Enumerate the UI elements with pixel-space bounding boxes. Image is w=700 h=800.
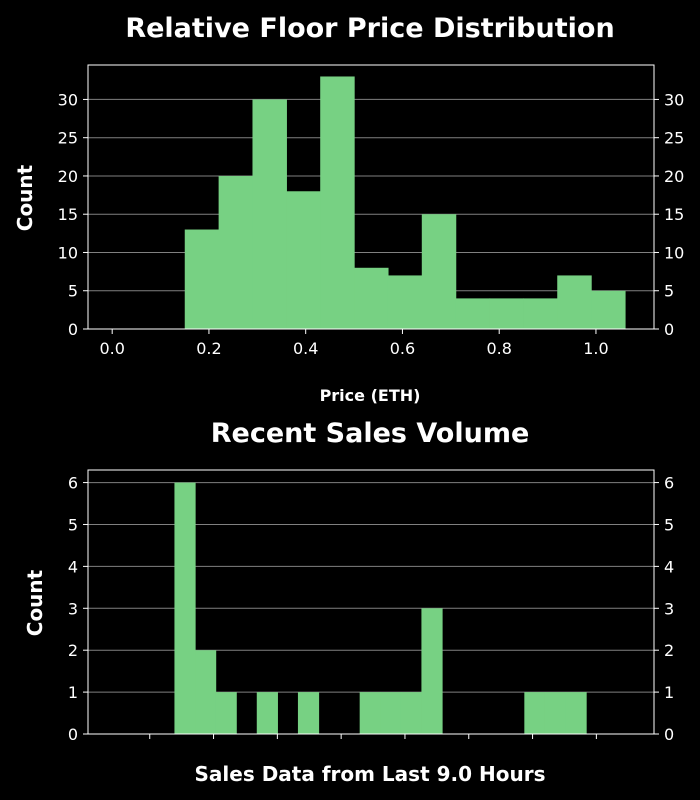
histogram-bar bbox=[286, 191, 321, 329]
plot-frame bbox=[87, 64, 655, 330]
y-tick-label-right: 5 bbox=[664, 515, 674, 534]
y-tick-label-left: 5 bbox=[68, 515, 78, 534]
histogram-bar bbox=[359, 692, 381, 734]
histogram-bar bbox=[557, 275, 592, 329]
x-axis-label: Price (ETH) bbox=[320, 386, 421, 405]
histogram-bar bbox=[252, 99, 287, 329]
histogram-bars bbox=[184, 76, 626, 329]
sales-volume-chart: Recent Sales Volume Sales Data from Last… bbox=[23, 418, 674, 786]
x-tick-label: 1.0 bbox=[583, 339, 608, 358]
y-tick-label-left: 4 bbox=[68, 557, 78, 576]
y-tick-label-left: 0 bbox=[68, 725, 78, 744]
y-tick-label-right: 5 bbox=[664, 282, 674, 301]
y-tick-label-right: 4 bbox=[664, 557, 674, 576]
y-tick-label-right: 3 bbox=[664, 599, 674, 618]
histogram-bar bbox=[400, 692, 423, 734]
histogram-bar bbox=[421, 608, 443, 734]
histogram-bar bbox=[489, 298, 524, 329]
x-tick-label: 0.6 bbox=[390, 339, 415, 358]
x-tick-label: 0.4 bbox=[293, 339, 318, 358]
histogram-bar bbox=[523, 298, 558, 329]
y-tick-label-left: 10 bbox=[58, 243, 78, 262]
y-tick-label-left: 5 bbox=[68, 282, 78, 301]
plot-frame bbox=[87, 469, 655, 735]
y-tick-label-right: 10 bbox=[664, 243, 684, 262]
y-tick-label-right: 0 bbox=[664, 725, 674, 744]
histogram-bar bbox=[421, 214, 457, 329]
y-tick-label-left: 25 bbox=[58, 129, 78, 148]
y-tick-label-right: 30 bbox=[664, 90, 684, 109]
histogram-bar bbox=[380, 692, 402, 734]
y-tick-label-left: 20 bbox=[58, 167, 78, 186]
price-distribution-chart: Relative Floor Price Distribution Price … bbox=[13, 13, 684, 405]
y-tick-label-left: 2 bbox=[68, 641, 78, 660]
chart-title: Recent Sales Volume bbox=[211, 418, 530, 449]
axis-ticks: 0 0 5 5 10 10 15 15 20 20 25 25 30 30 0.0 0.2 0.4 0.6 0.8 1… bbox=[58, 90, 685, 358]
y-axis-label: Count bbox=[23, 569, 47, 636]
x-tick-label: 0.8 bbox=[486, 339, 511, 358]
histogram-bars bbox=[174, 482, 587, 734]
histogram-bar bbox=[184, 229, 220, 329]
histogram-bar bbox=[297, 692, 320, 734]
histogram-bar bbox=[215, 692, 237, 734]
histogram-bar bbox=[565, 692, 587, 734]
histogram-bar bbox=[524, 692, 546, 734]
histogram-bar bbox=[195, 650, 217, 734]
y-tick-label-right: 20 bbox=[664, 167, 684, 186]
y-axis-label: Count bbox=[13, 164, 37, 231]
histogram-bar bbox=[544, 692, 567, 734]
y-tick-label-right: 0 bbox=[664, 320, 674, 339]
y-tick-label-left: 6 bbox=[68, 474, 78, 493]
y-tick-label-right: 2 bbox=[664, 641, 674, 660]
x-axis-label: Sales Data from Last 9.0 Hours bbox=[195, 762, 546, 786]
y-tick-label-right: 1 bbox=[664, 683, 674, 702]
histogram-bar bbox=[174, 482, 196, 734]
axis-ticks: 0 0 1 1 2 2 3 3 4 4 5 5 6 6 bbox=[68, 474, 674, 744]
x-tick-label: 0.2 bbox=[196, 339, 221, 358]
y-tick-label-left: 0 bbox=[68, 320, 78, 339]
y-tick-label-right: 15 bbox=[664, 205, 684, 224]
chart-title: Relative Floor Price Distribution bbox=[125, 13, 614, 44]
histogram-bar bbox=[387, 275, 423, 329]
y-tick-label-right: 6 bbox=[664, 474, 674, 493]
histogram-bar bbox=[354, 267, 389, 329]
histogram-bar bbox=[591, 290, 626, 329]
y-tick-label-left: 1 bbox=[68, 683, 78, 702]
histogram-bar bbox=[455, 298, 491, 329]
y-tick-label-left: 15 bbox=[58, 205, 78, 224]
x-tick-label: 0.0 bbox=[99, 339, 124, 358]
y-tick-label-left: 3 bbox=[68, 599, 78, 618]
y-tick-label-right: 25 bbox=[664, 129, 684, 148]
y-tick-label-left: 30 bbox=[58, 90, 78, 109]
histogram-bar bbox=[256, 692, 278, 734]
histogram-bar bbox=[320, 76, 355, 329]
histogram-bar bbox=[218, 175, 254, 329]
